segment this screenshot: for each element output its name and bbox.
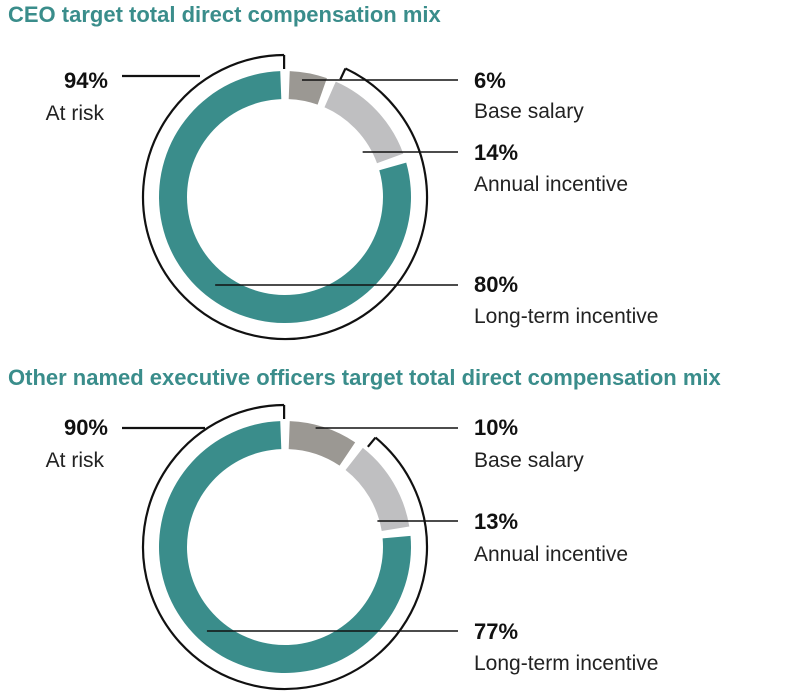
- chart-1-at-risk-bracket: [141, 53, 429, 341]
- chart-2-long-term-incentive-value: 77%: [474, 619, 518, 644]
- chart-1-annual-incentive-value: 14%: [474, 140, 518, 165]
- chart-2-title: Other named executive officers target to…: [8, 365, 721, 390]
- chart-1-bracket-tick-start: [339, 68, 347, 80]
- chart-1-base-salary-label: Base salary: [474, 100, 584, 123]
- chart-1-slice-base-salary: [288, 71, 327, 105]
- chart-1-at-risk-label: At risk: [46, 102, 105, 125]
- chart-2-slice-annual-incentive: [345, 447, 410, 532]
- chart-1-title: CEO target total direct compensation mix: [8, 2, 441, 27]
- chart-2-slice-base-salary: [288, 421, 356, 466]
- chart-2-base-salary-value: 10%: [474, 415, 518, 440]
- chart-2-at-risk-label: At risk: [46, 449, 105, 472]
- chart-1-annual-incentive-label: Annual incentive: [474, 173, 628, 196]
- chart-1-at-risk-value: 94%: [64, 68, 108, 93]
- chart-1-long-term-incentive-value: 80%: [474, 272, 518, 297]
- chart-2-at-risk-value: 90%: [64, 415, 108, 440]
- chart-2-long-term-incentive-label: Long-term incentive: [474, 652, 658, 675]
- chart-2-at-risk-bracket: [141, 403, 429, 691]
- chart-2-annual-incentive-value: 13%: [474, 509, 518, 534]
- chart-1-donut: 94% At risk 6% Base salary 14% Annual in…: [46, 53, 658, 341]
- chart-2-annual-incentive-label: Annual incentive: [474, 543, 628, 566]
- chart-1-long-term-incentive-label: Long-term incentive: [474, 305, 658, 328]
- chart-2-donut: 90% At risk 10% Base salary 13% Annual i…: [46, 403, 658, 691]
- chart-2-bracket-tick-start: [367, 436, 377, 448]
- chart-1-base-salary-value: 6%: [474, 68, 506, 93]
- chart-1-slice-annual-incentive: [324, 81, 404, 164]
- chart-2-base-salary-label: Base salary: [474, 449, 584, 472]
